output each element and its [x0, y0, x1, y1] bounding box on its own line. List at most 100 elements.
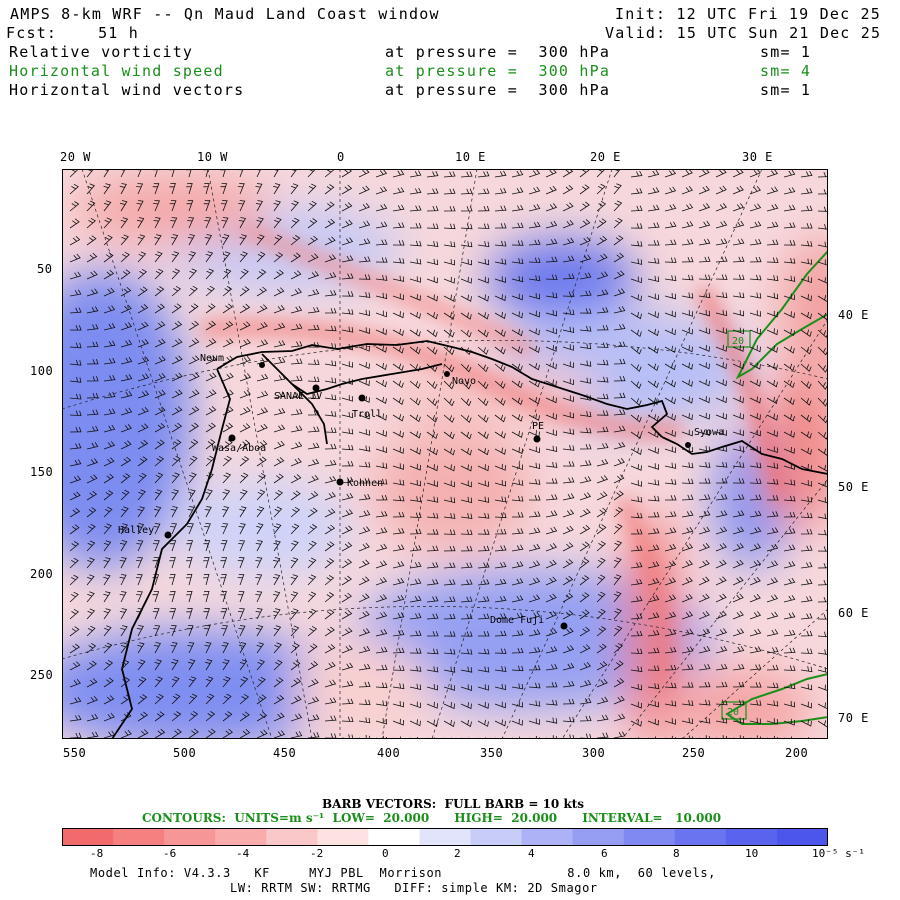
wind-barb [256, 234, 265, 246]
wind-barb [477, 431, 489, 440]
wind-barb [665, 495, 677, 501]
wind-barb [630, 648, 643, 655]
wind-barb [69, 201, 80, 212]
wind-barb [324, 410, 337, 417]
wind-barb [613, 523, 623, 535]
wind-barb [290, 270, 302, 280]
wind-barb [186, 608, 193, 620]
wind-barb [613, 235, 624, 246]
wind-barb [698, 593, 710, 603]
wind-barb [681, 646, 694, 654]
wind-barb [375, 664, 388, 671]
colorbar-cell [674, 828, 727, 846]
wind-barb [137, 659, 146, 671]
wind-barb [562, 255, 575, 263]
wind-barb [630, 683, 643, 691]
wind-barb [613, 425, 626, 433]
wind-barb [800, 613, 813, 620]
wind-barb [545, 663, 558, 671]
wind-barb [732, 628, 745, 637]
wind-barb [767, 495, 779, 501]
wind-barb [255, 557, 263, 569]
wind-barb [290, 235, 301, 246]
wind-barb [460, 171, 473, 178]
wind-barb [562, 395, 574, 403]
wind-barb [698, 238, 711, 246]
wind-barb [273, 642, 282, 654]
colorbar-cell [572, 828, 625, 846]
wind-barb [477, 666, 490, 673]
svg-text:PE: PE [532, 421, 544, 432]
wind-barb [205, 372, 217, 382]
wind-barb [186, 590, 193, 603]
wind-barb [460, 206, 473, 212]
wind-barb [715, 628, 728, 637]
wind-barb [545, 292, 558, 299]
wind-barb [358, 717, 371, 724]
wind-barb [579, 508, 591, 518]
wind-barb [375, 413, 387, 421]
wind-barb [766, 611, 779, 620]
wind-barb [596, 557, 606, 569]
wind-barb [358, 526, 371, 535]
wind-barb [239, 390, 251, 399]
wind-barb [154, 372, 166, 382]
wind-barb [766, 462, 779, 469]
wind-barb [426, 397, 438, 407]
wind-barb [783, 683, 796, 690]
wind-barb [545, 494, 558, 501]
wind-barb [545, 412, 557, 420]
wind-barb [613, 678, 625, 688]
model-info-line1: Model Info: V4.3.3 KF MYJ PBL Morrison 8… [90, 866, 716, 880]
contour-label-lower: 20 [727, 707, 739, 718]
wind-barb [511, 311, 523, 319]
wind-barb [613, 392, 626, 399]
wind-barb [477, 294, 489, 302]
wind-barb [528, 560, 541, 569]
wind-barb [120, 407, 133, 416]
wind-barb [154, 251, 163, 263]
wind-barb [237, 557, 245, 569]
wind-barb [69, 661, 81, 671]
wind-barb [664, 462, 677, 469]
wind-barb [69, 271, 82, 280]
wind-barb [800, 170, 813, 178]
wind-barb [562, 575, 574, 586]
wind-barb [579, 219, 591, 229]
wind-barb [664, 611, 677, 620]
wind-barb [409, 329, 421, 337]
wind-barb [307, 393, 320, 399]
wind-barb [205, 439, 216, 450]
wind-barb [341, 609, 353, 620]
wind-barb [732, 717, 745, 724]
wind-barb [273, 322, 286, 331]
wind-barb [511, 293, 523, 301]
wind-barb [783, 346, 795, 354]
wind-barb [545, 445, 558, 453]
wind-barb [664, 594, 677, 603]
wind-barb [307, 458, 320, 467]
wind-barb [783, 594, 796, 603]
wind-barb [86, 288, 99, 297]
wind-barb [188, 389, 200, 399]
wind-barb [188, 303, 199, 314]
wind-barb [290, 557, 299, 569]
wind-barb [307, 183, 317, 195]
wind-barb [681, 494, 694, 501]
wind-barb [358, 344, 370, 352]
wind-barb [545, 699, 558, 706]
wind-barb [749, 576, 761, 586]
wind-barb [69, 541, 80, 552]
wind-barb [800, 276, 812, 284]
wind-barb [187, 217, 195, 229]
wind-barb [681, 593, 693, 603]
wind-barb [613, 608, 622, 620]
wind-barb [817, 546, 828, 552]
colorbar-tick-label: -6 [163, 847, 177, 860]
wind-barb [494, 346, 506, 355]
wind-barb [698, 327, 710, 335]
wind-barb [426, 241, 439, 247]
wind-barb [783, 363, 795, 372]
wind-barb [749, 203, 762, 212]
wind-barb [647, 397, 659, 405]
